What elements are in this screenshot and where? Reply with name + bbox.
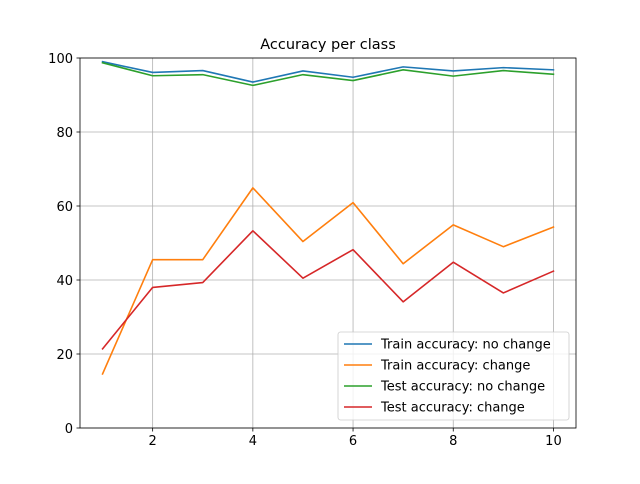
series-lines <box>101 60 555 376</box>
y-tick-label: 20 <box>56 348 73 363</box>
x-tick-label: 2 <box>149 434 157 449</box>
series-line-4 <box>101 229 555 350</box>
legend-label: Train accuracy: no change <box>380 338 551 353</box>
y-tick-label: 100 <box>48 52 73 67</box>
y-tick-label: 80 <box>56 126 73 141</box>
y-tick-label: 0 <box>65 422 73 437</box>
series-line-1 <box>101 60 555 83</box>
x-tick-label: 6 <box>349 434 357 449</box>
chart-title: Accuracy per class <box>260 37 396 53</box>
x-tick-label: 10 <box>545 434 562 449</box>
x-tick-label: 4 <box>249 434 257 449</box>
series-line-2 <box>101 187 555 376</box>
legend-label: Train accuracy: change <box>380 359 530 374</box>
y-tick-label: 60 <box>56 200 73 215</box>
legend: Train accuracy: no change Train accuracy:… <box>337 331 570 421</box>
legend-label: Test accuracy: change <box>380 401 525 416</box>
x-tick-label: 8 <box>449 434 457 449</box>
y-tick-label: 40 <box>56 274 73 289</box>
legend-label: Test accuracy: no change <box>380 380 545 395</box>
series-line-3 <box>101 61 555 87</box>
legend-box <box>337 331 570 421</box>
plot-frame <box>79 57 577 429</box>
